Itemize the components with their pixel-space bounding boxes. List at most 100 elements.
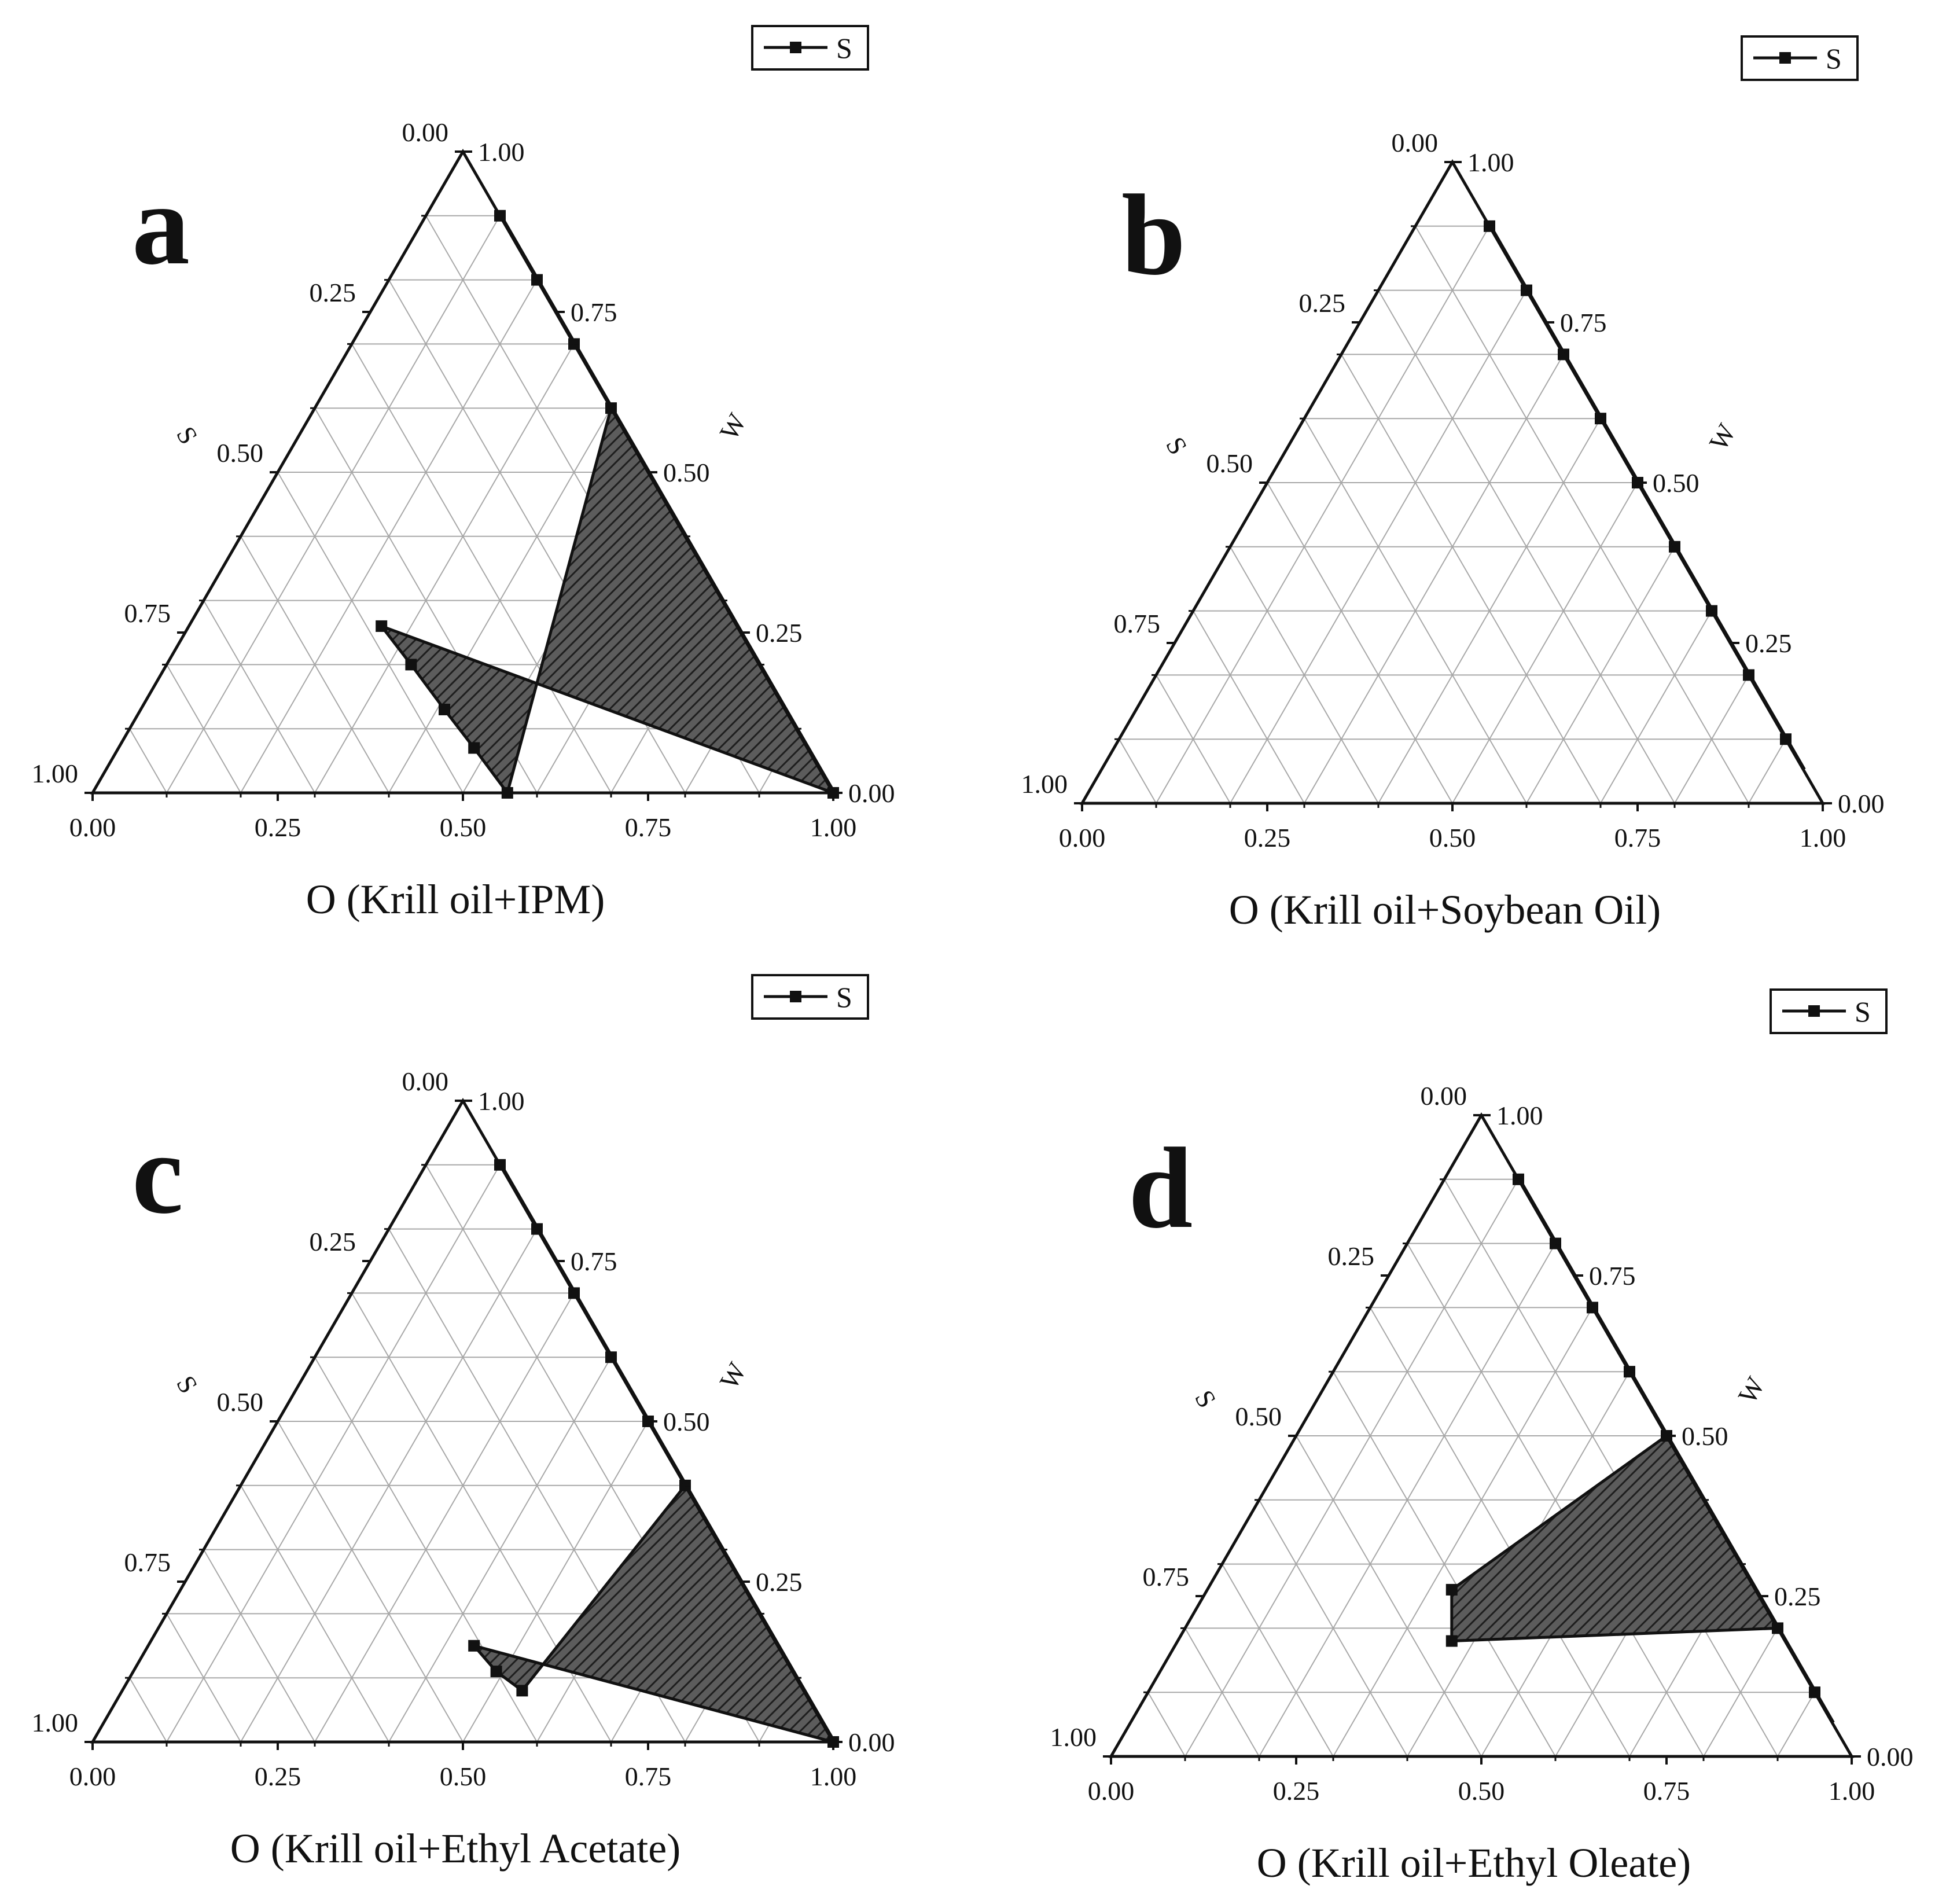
right-tick-label: 0.25	[1774, 1582, 1821, 1611]
left-tick-label: 0.25	[1328, 1241, 1375, 1271]
grid-line	[314, 343, 575, 793]
x-axis-title: O (Krill oil+Ethyl Acetate)	[230, 1825, 680, 1872]
grid-line	[1444, 1179, 1778, 1757]
right-tick-label: 0.75	[1560, 308, 1607, 337]
grid-line	[166, 1164, 501, 1743]
right-tick-label: 0.00	[848, 778, 895, 808]
bottom-tick-label: 0.25	[255, 1762, 301, 1791]
data-point	[468, 742, 480, 754]
bottom-tick-label: 0.75	[1643, 1776, 1690, 1806]
data-point	[1445, 1635, 1458, 1647]
left-tick-label: 0.25	[310, 1227, 356, 1256]
x-axis-title: O (Krill oil+IPM)	[306, 876, 605, 922]
legend-marker	[790, 991, 801, 1002]
grid-line	[240, 1485, 389, 1743]
grid-line	[314, 1292, 575, 1743]
grid-line	[1259, 1499, 1408, 1757]
bottom-tick-label: 0.75	[625, 813, 672, 842]
bottom-tick-label: 0.00	[69, 1762, 116, 1791]
bottom-tick-label: 0.25	[255, 813, 301, 842]
right-tick-label: 0.75	[571, 1247, 617, 1276]
right-tick-label: 0.50	[663, 458, 710, 487]
legend: S	[751, 974, 869, 1020]
data-point	[516, 1685, 528, 1697]
data-point	[1445, 1583, 1458, 1596]
legend: S	[751, 25, 869, 71]
data-point	[490, 1666, 502, 1678]
left-tick-label: 0.75	[124, 598, 171, 628]
grid-line	[1267, 482, 1453, 804]
grid-line	[1777, 1692, 1815, 1757]
grid-line	[1222, 1564, 1334, 1757]
grid	[1119, 225, 1786, 804]
bottom-tick-label: 0.00	[1059, 823, 1106, 852]
grid-line	[1415, 226, 1749, 804]
right-tick-label: 1.00	[1496, 1101, 1543, 1130]
grid-line	[1526, 546, 1675, 804]
left-tick-label: 0.00	[402, 1067, 449, 1096]
grid-line	[1304, 354, 1564, 804]
right-tick-label: 1.00	[478, 137, 525, 167]
data-point	[468, 1640, 480, 1652]
left-tick-label: 0.75	[124, 1548, 171, 1577]
panel-b: b O (Krill oil+Soybean Oil) 0.00 0.00 0.00…	[1021, 35, 1885, 933]
bottom-tick-label: 0.50	[1458, 1776, 1505, 1806]
data-point	[439, 703, 450, 715]
right-tick-label: 0.25	[1745, 628, 1792, 658]
grid-line	[277, 1421, 464, 1743]
right-tick-label: 0.50	[1682, 1421, 1728, 1451]
legend-label: S	[1826, 42, 1842, 75]
bottom-tick-label: 0.75	[625, 1762, 672, 1791]
x-axis-title: O (Krill oil+Ethyl Oleate)	[1257, 1840, 1691, 1886]
bottom-tick-label: 0.00	[69, 813, 116, 842]
grid-line	[1230, 546, 1379, 804]
left-tick-label: 0.25	[1299, 288, 1346, 318]
grid-line	[166, 215, 501, 793]
grid-line	[129, 728, 167, 793]
right-tick-label: 1.00	[478, 1086, 525, 1116]
panel-label: c	[132, 1110, 183, 1238]
bottom-tick-label: 0.50	[440, 813, 487, 842]
bottom-tick-label: 1.00	[1829, 1776, 1875, 1806]
right-tick-label: 0.75	[571, 297, 617, 327]
grid-line	[1184, 1179, 1519, 1757]
grid-line	[462, 1421, 649, 1743]
grid-line	[1748, 738, 1786, 804]
grid-line	[1341, 354, 1601, 804]
bottom-tick-label: 0.50	[440, 1762, 487, 1791]
grid-line	[1674, 674, 1749, 804]
data-point	[376, 620, 388, 632]
legend: S	[1770, 988, 1888, 1034]
grid-line	[166, 664, 241, 793]
legend-label: S	[836, 981, 852, 1013]
bottom-tick-label: 1.00	[810, 813, 857, 842]
left-tick-label: 0.75	[1114, 609, 1161, 638]
right-tick-label: 0.50	[1653, 468, 1700, 498]
left-tick-label: 0.50	[217, 1387, 264, 1417]
left-tick-label: 0.50	[1206, 449, 1253, 478]
x-axis-title: O (Krill oil+Soybean Oil)	[1229, 887, 1661, 933]
bottom-tick-label: 1.00	[810, 1762, 857, 1791]
right-tick-label: 0.00	[848, 1727, 895, 1757]
phase-region	[377, 404, 837, 796]
grid-line	[1370, 1307, 1630, 1757]
grid-line	[203, 1549, 315, 1743]
grid	[129, 1164, 797, 1743]
left-tick-label: 0.00	[1421, 1081, 1467, 1111]
legend-label: S	[1855, 995, 1871, 1028]
legend-marker	[1779, 52, 1791, 64]
legend-marker	[1808, 1005, 1820, 1017]
grid-line	[1333, 1307, 1593, 1757]
grid-line	[1156, 226, 1490, 804]
right-tick-label: 1.00	[1467, 148, 1514, 177]
left-tick-label: 0.25	[310, 278, 356, 307]
left-tick-label: 1.00	[32, 759, 79, 788]
right-tick-label: 0.00	[1867, 1742, 1914, 1771]
bottom-tick-label: 0.00	[1088, 1776, 1135, 1806]
left-tick-label: 0.00	[402, 117, 449, 147]
grid-line	[1184, 1627, 1260, 1757]
left-tick-label: 0.50	[1235, 1402, 1282, 1431]
legend: S	[1741, 35, 1859, 81]
panel-label: a	[132, 161, 190, 289]
